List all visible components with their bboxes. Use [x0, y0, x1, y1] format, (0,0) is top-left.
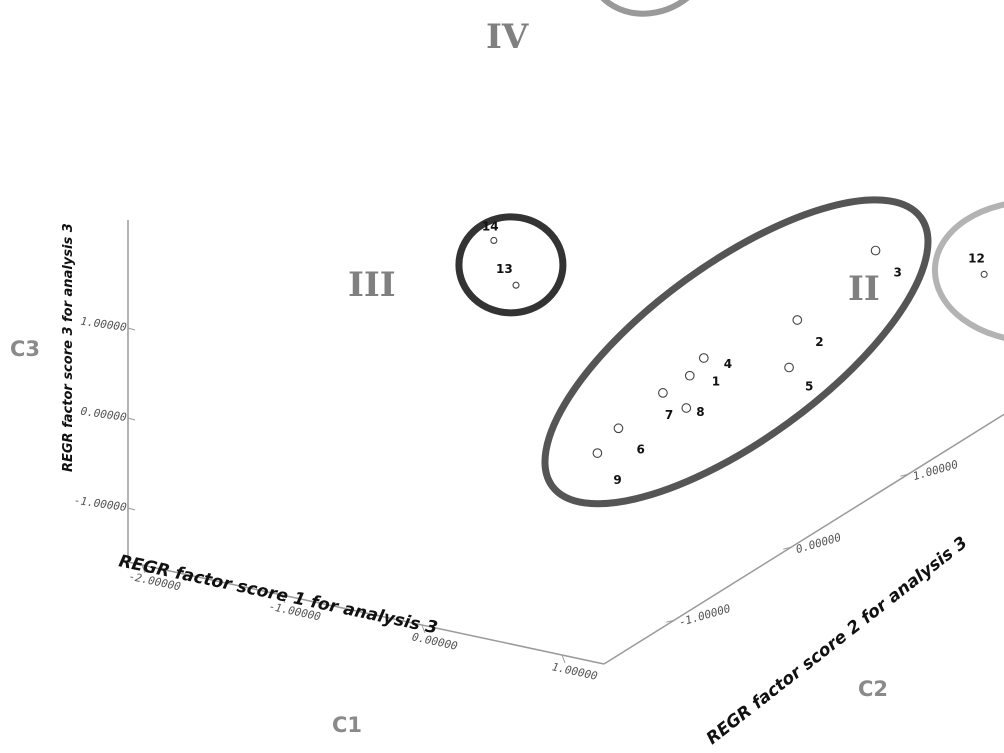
x-axis-title: REGR factor score 1 for analysis 3	[117, 551, 439, 638]
point-label: 2	[815, 335, 823, 349]
point-label: 5	[805, 379, 813, 393]
cluster-iii-label: III	[348, 265, 396, 305]
y-tick-label: -1.00000	[677, 602, 732, 629]
cluster-ii-label: II	[848, 269, 880, 309]
x-axis-tick	[421, 624, 426, 634]
z-axis-tick	[127, 507, 136, 511]
data-point	[792, 315, 803, 325]
cluster-iv-label: IV	[486, 17, 529, 57]
y-tick-label: 1.00000	[911, 458, 960, 483]
y-axis-line	[603, 413, 1004, 665]
x-axis-tag: C1	[332, 713, 362, 737]
point-label: 8	[696, 405, 704, 419]
cluster-ii-ellipse	[931, 198, 1004, 345]
data-point	[698, 353, 709, 363]
point-label: 1	[712, 375, 720, 389]
x-axis-line	[127, 561, 605, 665]
point-label: 13	[496, 262, 513, 276]
y-axis-title: REGR factor score 2 for analysis 3	[703, 533, 972, 749]
y-axis-tick	[900, 473, 909, 477]
data-point	[490, 236, 498, 244]
z-axis-title: REGR factor score 3 for analysis 3	[61, 223, 76, 472]
z-tick-label: 1.00000	[80, 315, 128, 334]
data-point	[613, 423, 624, 434]
x-axis-tick	[561, 654, 566, 664]
x-axis-tick	[141, 564, 146, 574]
z-axis-tick	[127, 327, 136, 331]
point-label: 12	[968, 251, 985, 265]
data-point	[592, 448, 603, 458]
data-point	[681, 403, 692, 413]
z-axis-tick	[127, 417, 136, 421]
point-label: 7	[665, 408, 673, 422]
z-tick-label: -1.00000	[73, 494, 128, 514]
z-tick-label: 0.00000	[80, 405, 128, 424]
x-tick-label: 1.00000	[551, 660, 599, 682]
data-point	[684, 370, 695, 381]
point-label: 4	[724, 357, 732, 371]
chart-labels: -2.00000-1.000000.000001.00000-1.000000.…	[10, 17, 985, 749]
z-axis-tag: C3	[10, 337, 40, 361]
data-point	[784, 362, 794, 373]
cluster-iii-ellipse	[455, 213, 567, 317]
cluster-i-ellipse	[541, 196, 932, 508]
y-tick-label: 0.00000	[794, 531, 843, 556]
data-point	[870, 245, 881, 256]
x-axis-tick	[281, 594, 286, 604]
axes-frame	[127, 220, 1004, 665]
y-axis-tick	[783, 546, 792, 550]
y-axis-tick	[666, 619, 675, 623]
point-label: 6	[636, 442, 644, 456]
point-label: 3	[894, 266, 902, 280]
data-point	[658, 388, 668, 398]
data-points	[490, 236, 988, 458]
cluster-iv-ellipse	[585, 0, 716, 17]
data-point	[512, 281, 520, 289]
point-label: 9	[613, 473, 621, 487]
point-label: 14	[482, 219, 499, 233]
y-axis-tag: C2	[858, 677, 888, 701]
data-point	[980, 270, 988, 278]
cluster-ellipses	[455, 0, 1004, 508]
